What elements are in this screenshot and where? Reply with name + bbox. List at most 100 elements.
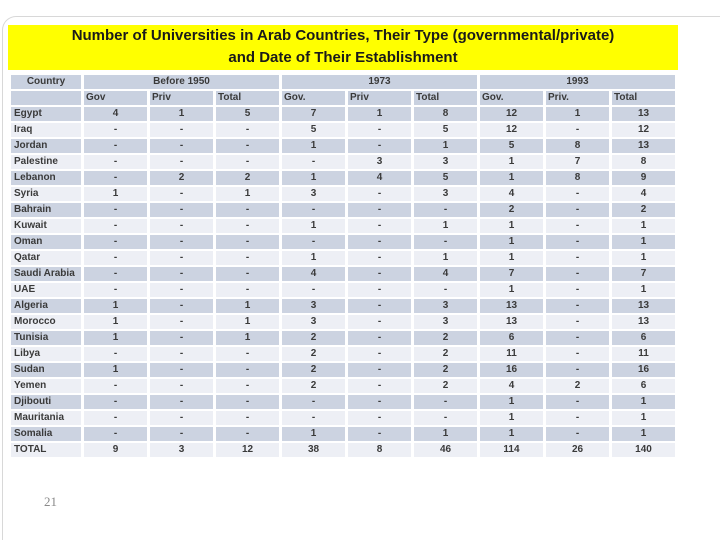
value-cell: 5 [414, 123, 477, 137]
table-row: Oman - - - - - -1-1 [11, 235, 675, 249]
value-cell: - [150, 139, 213, 153]
value-cell: 4 [84, 107, 147, 121]
col-header-priv-1950: Priv [150, 91, 213, 105]
col-header-gov-1973: Gov. [282, 91, 345, 105]
value-cell: - [546, 299, 609, 313]
value-cell: 1 [480, 171, 543, 185]
value-cell: - [150, 155, 213, 169]
value-cell: 1 [282, 139, 345, 153]
value-cell: 4 [282, 267, 345, 281]
value-cell: 4 [348, 171, 411, 185]
col-header-priv-1993: Priv. [546, 91, 609, 105]
header-group-row: Country Before 1950 1973 1993 [11, 75, 675, 89]
value-cell: 7 [546, 155, 609, 169]
value-cell: - [84, 347, 147, 361]
value-cell: - [348, 395, 411, 409]
value-cell: 3 [414, 187, 477, 201]
value-cell: - [546, 283, 609, 297]
value-cell: - [414, 411, 477, 425]
value-cell: 12 [480, 107, 543, 121]
value-cell: 1 [216, 187, 279, 201]
value-cell: 2 [546, 379, 609, 393]
value-cell: - [150, 187, 213, 201]
value-cell: - [216, 219, 279, 233]
value-cell: - [282, 203, 345, 217]
table-row: Sudan 1- -2-2 16-16 [11, 363, 675, 377]
value-cell: 1 [480, 427, 543, 441]
value-cell: 7 [282, 107, 345, 121]
value-cell: - [84, 427, 147, 441]
table-row: Somalia - - -1-1 1-1 [11, 427, 675, 441]
value-cell: 13 [612, 315, 675, 329]
value-cell: 46 [414, 443, 477, 457]
value-cell: 13 [612, 139, 675, 153]
table-row: Djibouti - - - - - -1-1 [11, 395, 675, 409]
country-cell: Sudan [11, 363, 81, 377]
value-cell: 16 [612, 363, 675, 377]
country-cell: Somalia [11, 427, 81, 441]
country-cell: Palestine [11, 155, 81, 169]
value-cell: - [150, 299, 213, 313]
value-cell: 1 [282, 427, 345, 441]
value-cell: 1 [480, 155, 543, 169]
value-cell: - [282, 411, 345, 425]
value-cell: 1 [612, 427, 675, 441]
value-cell: 11 [612, 347, 675, 361]
value-cell: 2 [414, 347, 477, 361]
value-cell: - [84, 171, 147, 185]
value-cell: 1 [612, 395, 675, 409]
table-row-total: TOTAL 9 3 12 38 8 46 114 26 140 [11, 443, 675, 457]
value-cell: 1 [612, 219, 675, 233]
value-cell: - [348, 347, 411, 361]
value-cell: 2 [282, 331, 345, 345]
country-cell: Egypt [11, 107, 81, 121]
value-cell: 114 [480, 443, 543, 457]
group-header-1973: 1973 [282, 75, 477, 89]
value-cell: 1 [546, 107, 609, 121]
value-cell: - [150, 347, 213, 361]
value-cell: 140 [612, 443, 675, 457]
value-cell: - [150, 235, 213, 249]
value-cell: 1 [216, 315, 279, 329]
value-cell: 1 [480, 395, 543, 409]
value-cell: 6 [612, 379, 675, 393]
value-cell: 3 [282, 299, 345, 313]
value-cell: - [84, 379, 147, 393]
value-cell: 1 [414, 219, 477, 233]
col-header-total-1993: Total [612, 91, 675, 105]
country-cell: Bahrain [11, 203, 81, 217]
table-row: Tunisia 1-1 2-2 6-6 [11, 331, 675, 345]
value-cell: - [150, 251, 213, 265]
table-row: Egypt 4 1 5 7 1 8 12 1 13 [11, 107, 675, 121]
value-cell: 1 [84, 299, 147, 313]
col-header-gov-1950: Gov [84, 91, 147, 105]
value-cell: 7 [480, 267, 543, 281]
slide-title-line2: and Date of Their Establishment [228, 49, 458, 66]
value-cell: 16 [480, 363, 543, 377]
value-cell: - [150, 219, 213, 233]
value-cell: 1 [150, 107, 213, 121]
value-cell: - [348, 363, 411, 377]
value-cell: - [546, 187, 609, 201]
value-cell: 13 [480, 315, 543, 329]
value-cell: - [84, 235, 147, 249]
value-cell: 2 [480, 203, 543, 217]
value-cell: - [546, 235, 609, 249]
slide-title-line1: Number of Universities in Arab Countries… [71, 27, 615, 44]
value-cell: - [216, 427, 279, 441]
value-cell: - [546, 251, 609, 265]
value-cell: 3 [414, 299, 477, 313]
value-cell: 12 [216, 443, 279, 457]
value-cell: 1 [612, 251, 675, 265]
value-cell: - [546, 267, 609, 281]
country-cell: Syria [11, 187, 81, 201]
value-cell: 2 [414, 331, 477, 345]
header-sub-row: Gov Priv Total Gov. Priv Total Gov. Priv… [11, 91, 675, 105]
value-cell: - [216, 379, 279, 393]
value-cell: 1 [282, 251, 345, 265]
col-header-priv-1973: Priv [348, 91, 411, 105]
value-cell: - [216, 267, 279, 281]
value-cell: - [216, 123, 279, 137]
value-cell: 2 [216, 171, 279, 185]
